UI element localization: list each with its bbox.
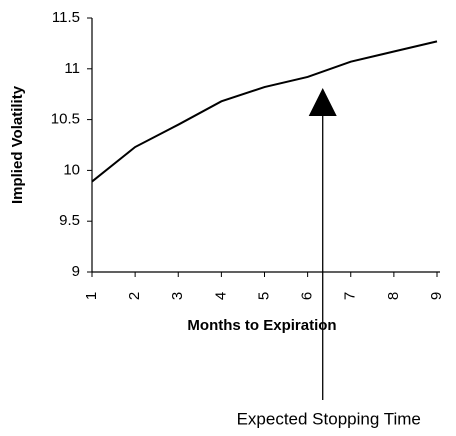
y-tick-label: 9.5 [59,212,80,229]
x-tick-label: 9 [428,292,445,300]
x-tick-label: 4 [212,292,229,300]
line [91,40,438,183]
y-axis-label: Implied Volatility [9,85,26,204]
x-tick-label: 1 [83,292,100,300]
x-tick-label: 2 [126,292,143,300]
x-tick-label: 6 [299,292,316,300]
x-tick-label: 5 [255,292,272,300]
y-tick-label: 10.5 [51,111,80,128]
x-axis-label: Months to Expiration [187,317,336,334]
annotation-text: Expected Stopping Time [237,409,421,428]
y-tick-label: 9 [72,263,80,280]
x-tick-label: 8 [385,292,402,300]
y-tick-label: 11.5 [52,9,80,26]
x-tick-label: 7 [342,292,359,300]
y-tick-label: 11 [64,60,80,77]
y-tick-label: 10 [63,161,80,178]
annotation-arrowhead [308,88,337,116]
x-tick-label: 3 [169,292,186,300]
